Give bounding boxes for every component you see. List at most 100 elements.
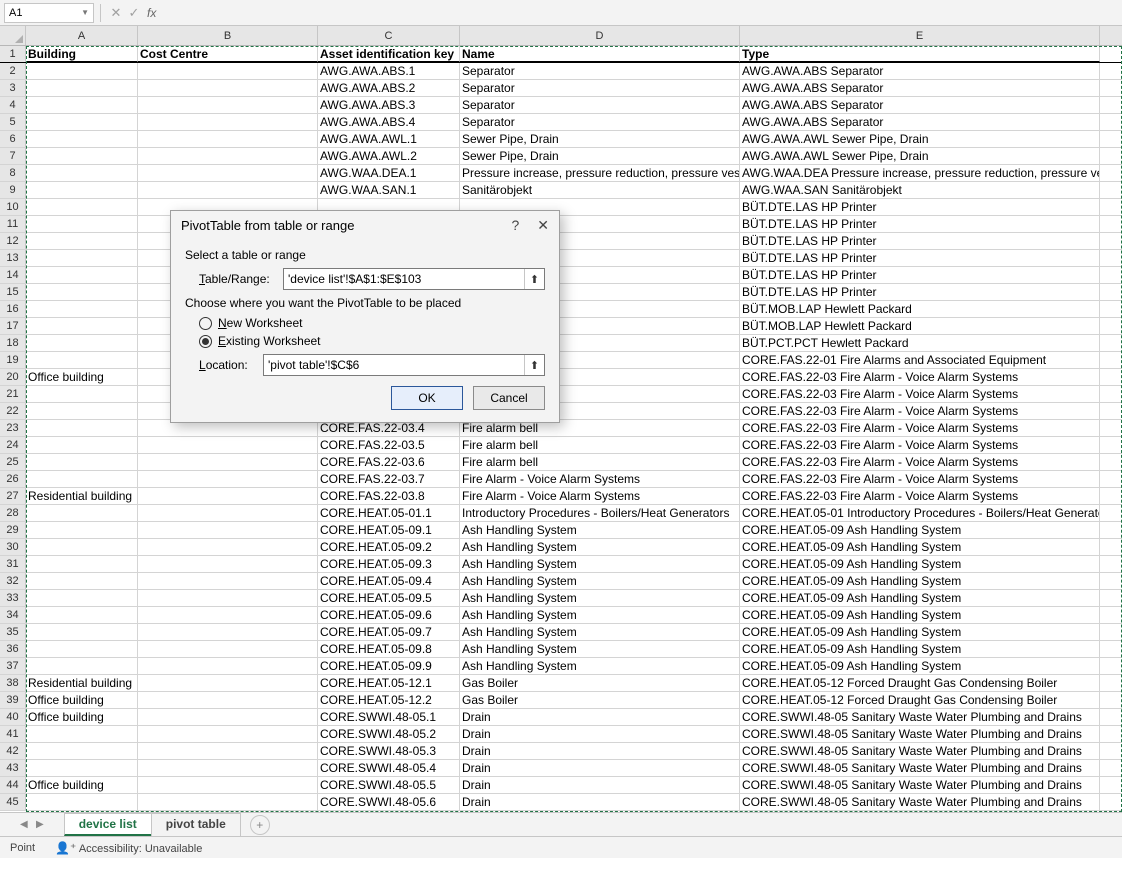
col-header-e[interactable]: E xyxy=(740,26,1100,45)
cell[interactable] xyxy=(26,539,138,555)
cell[interactable]: CORE.HEAT.05-09 Ash Handling System xyxy=(740,556,1100,572)
table-range-input[interactable] xyxy=(284,272,524,286)
row-header[interactable]: 45 xyxy=(0,794,26,810)
cell[interactable] xyxy=(26,199,138,215)
cell[interactable] xyxy=(138,505,318,521)
cell[interactable]: Ash Handling System xyxy=(460,522,740,538)
cell[interactable] xyxy=(26,250,138,266)
cell[interactable]: CORE.SWWI.48-05.3 xyxy=(318,743,460,759)
cell[interactable] xyxy=(26,403,138,419)
cell[interactable]: CORE.SWWI.48-05 Sanitary Waste Water Plu… xyxy=(740,743,1100,759)
cell[interactable]: CORE.HEAT.05-09 Ash Handling System xyxy=(740,590,1100,606)
cell[interactable] xyxy=(138,556,318,572)
cell[interactable] xyxy=(138,777,318,793)
row-header[interactable]: 16 xyxy=(0,301,26,317)
cell[interactable]: CORE.HEAT.05-12.2 xyxy=(318,692,460,708)
name-box[interactable]: A1 ▼ xyxy=(4,3,94,23)
cell[interactable] xyxy=(26,437,138,453)
cell[interactable]: Separator xyxy=(460,114,740,130)
cell[interactable]: Ash Handling System xyxy=(460,539,740,555)
cell[interactable] xyxy=(138,692,318,708)
cell[interactable]: Drain xyxy=(460,760,740,776)
cell[interactable]: CORE.HEAT.05-09.1 xyxy=(318,522,460,538)
cell[interactable] xyxy=(138,794,318,810)
cancel-formula-icon[interactable]: ✕ xyxy=(107,5,125,21)
cell[interactable]: Residential building xyxy=(26,675,138,691)
row-header[interactable]: 8 xyxy=(0,165,26,181)
cell[interactable]: Name xyxy=(460,46,740,62)
cell[interactable]: CORE.SWWI.48-05.6 xyxy=(318,794,460,810)
cell[interactable]: AWG.AWA.AWL.1 xyxy=(318,131,460,147)
cell[interactable]: Fire Alarm - Voice Alarm Systems xyxy=(460,471,740,487)
row-header[interactable]: 34 xyxy=(0,607,26,623)
cell[interactable]: CORE.SWWI.48-05.4 xyxy=(318,760,460,776)
row-header[interactable]: 3 xyxy=(0,80,26,96)
cell[interactable]: Ash Handling System xyxy=(460,641,740,657)
cell[interactable] xyxy=(138,743,318,759)
cell[interactable] xyxy=(138,573,318,589)
cell[interactable] xyxy=(138,726,318,742)
cell[interactable] xyxy=(138,63,318,79)
cell[interactable]: Sewer Pipe, Drain xyxy=(460,148,740,164)
col-header-d[interactable]: D xyxy=(460,26,740,45)
cell[interactable]: Office building xyxy=(26,709,138,725)
cell[interactable]: CORE.FAS.22-03 Fire Alarm - Voice Alarm … xyxy=(740,437,1100,453)
cell[interactable] xyxy=(26,641,138,657)
cell[interactable]: AWG.WAA.SAN Sanitärobjekt xyxy=(740,182,1100,198)
row-header[interactable]: 4 xyxy=(0,97,26,113)
cell[interactable]: CORE.HEAT.05-01 Introductory Procedures … xyxy=(740,505,1100,521)
cell[interactable]: Gas Boiler xyxy=(460,692,740,708)
cell[interactable] xyxy=(26,505,138,521)
cell[interactable] xyxy=(26,165,138,181)
row-header[interactable]: 6 xyxy=(0,131,26,147)
cell[interactable] xyxy=(26,471,138,487)
cell[interactable]: AWG.AWA.AWL Sewer Pipe, Drain xyxy=(740,131,1100,147)
row-header[interactable]: 20 xyxy=(0,369,26,385)
cell[interactable]: Office building xyxy=(26,369,138,385)
location-input[interactable] xyxy=(264,358,524,372)
cell[interactable]: AWG.AWA.ABS Separator xyxy=(740,80,1100,96)
row-header[interactable]: 15 xyxy=(0,284,26,300)
cell[interactable]: CORE.HEAT.05-09.5 xyxy=(318,590,460,606)
row-header[interactable]: 22 xyxy=(0,403,26,419)
row-header[interactable]: 17 xyxy=(0,318,26,334)
cell[interactable]: CORE.SWWI.48-05 Sanitary Waste Water Plu… xyxy=(740,777,1100,793)
cell[interactable]: Type xyxy=(740,46,1100,62)
cell[interactable] xyxy=(138,471,318,487)
fx-icon[interactable]: fx xyxy=(147,6,156,20)
cell[interactable] xyxy=(138,148,318,164)
cell[interactable] xyxy=(26,318,138,334)
cell[interactable]: BÜT.MOB.LAP Hewlett Packard xyxy=(740,318,1100,334)
cell[interactable]: CORE.FAS.22-03 Fire Alarm - Voice Alarm … xyxy=(740,454,1100,470)
cell[interactable] xyxy=(138,182,318,198)
cell[interactable]: Separator xyxy=(460,97,740,113)
cell[interactable]: Ash Handling System xyxy=(460,556,740,572)
cell[interactable]: Ash Handling System xyxy=(460,573,740,589)
cell[interactable] xyxy=(138,641,318,657)
cell[interactable] xyxy=(138,658,318,674)
cell[interactable] xyxy=(26,114,138,130)
row-header[interactable]: 42 xyxy=(0,743,26,759)
cell[interactable]: CORE.HEAT.05-12 Forced Draught Gas Conde… xyxy=(740,692,1100,708)
cell[interactable]: BÜT.PCT.PCT Hewlett Packard xyxy=(740,335,1100,351)
row-header[interactable]: 11 xyxy=(0,216,26,232)
cell[interactable]: CORE.HEAT.05-09 Ash Handling System xyxy=(740,624,1100,640)
cell[interactable]: CORE.SWWI.48-05.1 xyxy=(318,709,460,725)
cell[interactable]: CORE.HEAT.05-09.2 xyxy=(318,539,460,555)
row-header[interactable]: 33 xyxy=(0,590,26,606)
row-header[interactable]: 31 xyxy=(0,556,26,572)
cell[interactable] xyxy=(26,420,138,436)
cell[interactable]: BÜT.DTE.LAS HP Printer xyxy=(740,267,1100,283)
cell[interactable]: AWG.AWA.ABS.1 xyxy=(318,63,460,79)
cell[interactable] xyxy=(26,794,138,810)
cell[interactable] xyxy=(26,301,138,317)
row-header[interactable]: 27 xyxy=(0,488,26,504)
cell[interactable]: BÜT.DTE.LAS HP Printer xyxy=(740,216,1100,232)
collapse-range-icon[interactable]: ⬆ xyxy=(524,269,544,289)
cell[interactable] xyxy=(26,335,138,351)
cell[interactable]: AWG.WAA.DEA Pressure increase, pressure … xyxy=(740,165,1100,181)
cell[interactable]: AWG.WAA.DEA.1 xyxy=(318,165,460,181)
cell[interactable] xyxy=(138,488,318,504)
cell[interactable] xyxy=(26,63,138,79)
cell[interactable]: CORE.HEAT.05-09 Ash Handling System xyxy=(740,522,1100,538)
